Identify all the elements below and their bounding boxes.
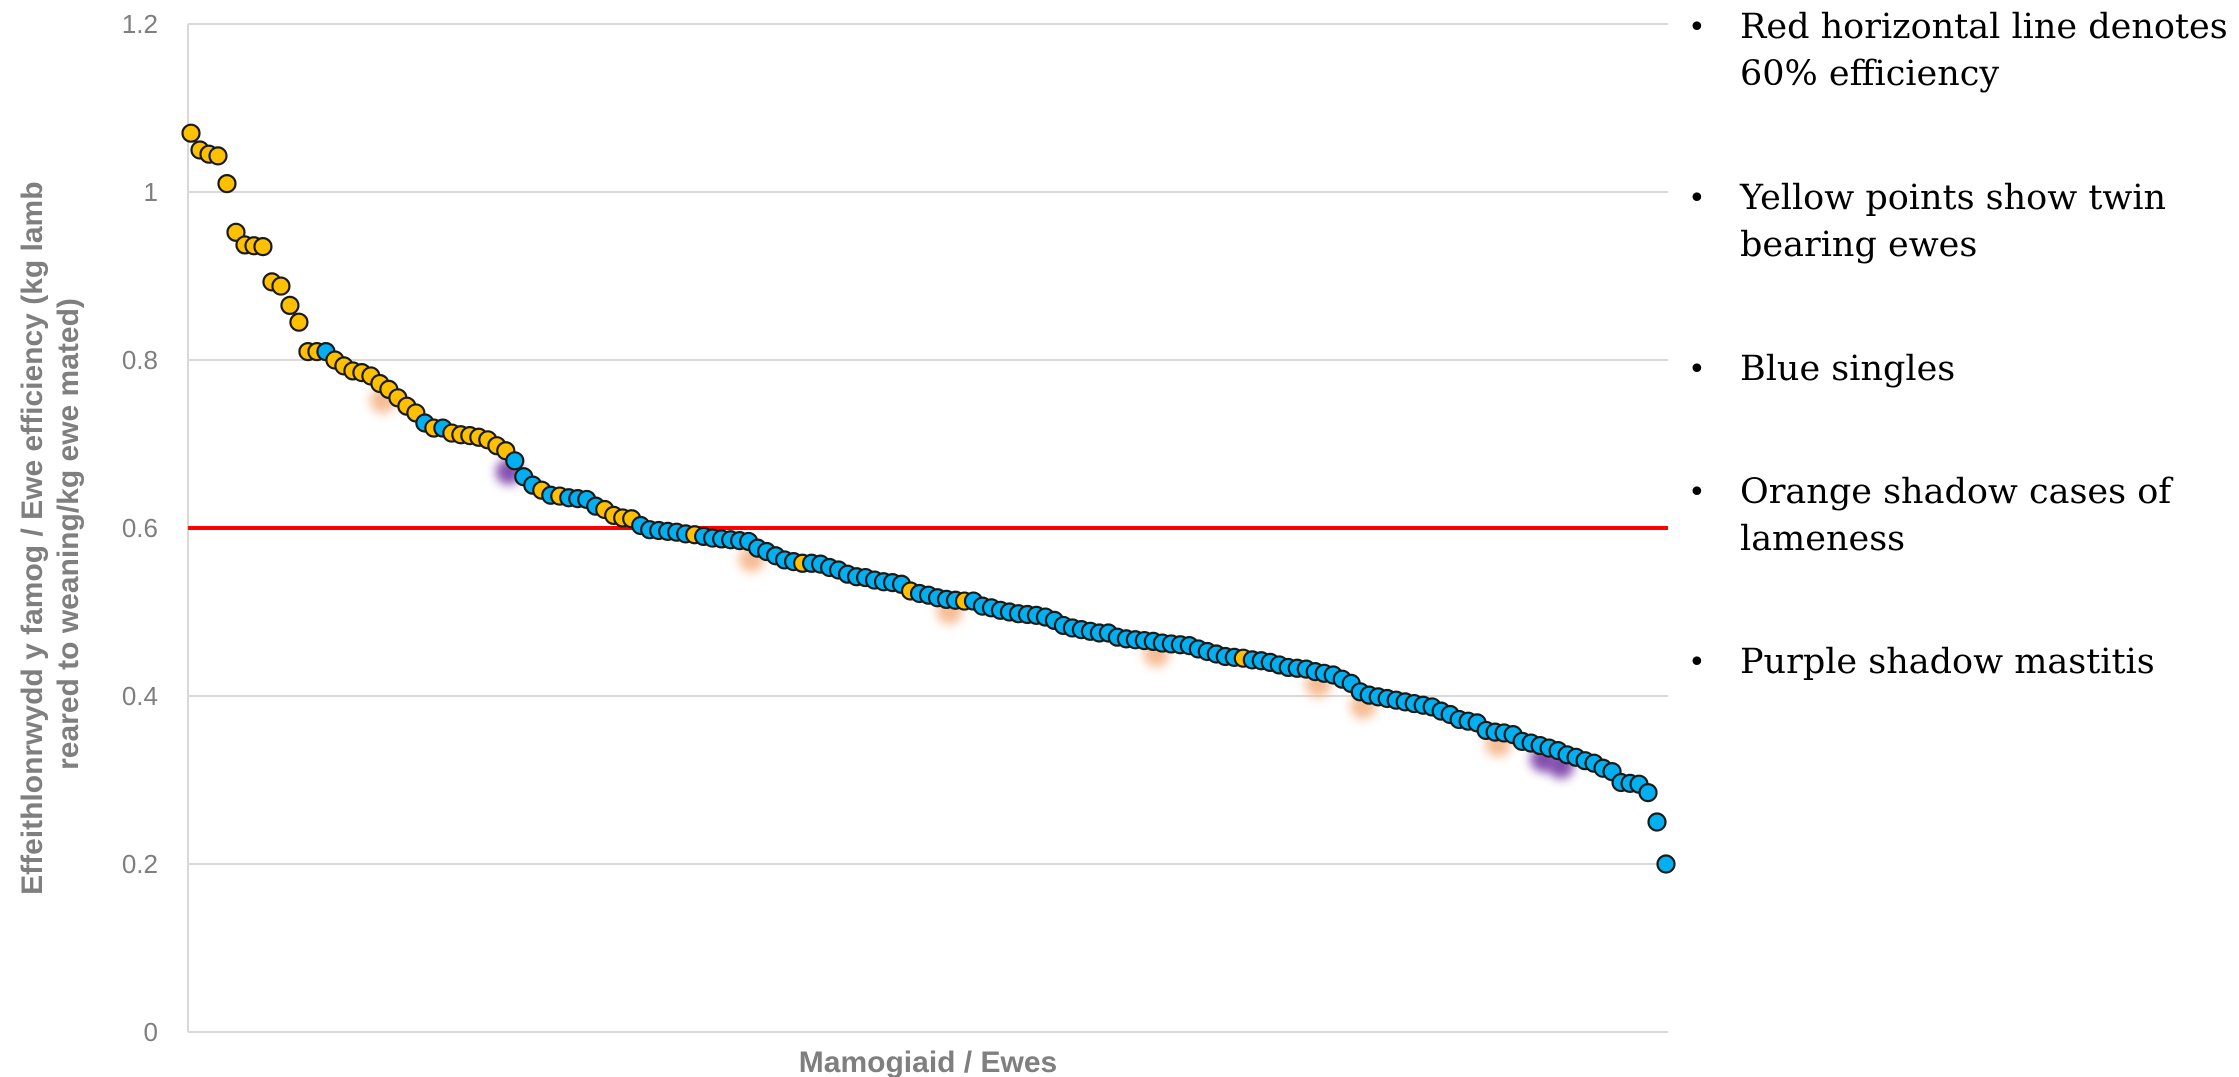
twin-ewe-point xyxy=(289,312,309,332)
y-tick-label: 0.2 xyxy=(122,849,158,879)
note-mastitis: Purple shadow mastitis xyxy=(1684,639,2230,686)
y-tick-label: 0.4 xyxy=(122,681,158,711)
single-ewe-point xyxy=(1656,854,1676,874)
single-ewe-point xyxy=(505,451,525,471)
y-tick-label: 0.8 xyxy=(122,345,158,375)
note-twin-points: Yellow points show twin bearing ewes xyxy=(1684,175,2230,269)
y-tick-labels: 0 0.2 0.4 0.6 0.8 1 1.2 xyxy=(122,9,158,1047)
x-axis-title: Mamogiaid / Ewes xyxy=(799,1046,1057,1077)
note-red-line: Red horizontal line denotes 60% efficien… xyxy=(1684,4,2230,98)
twin-ewe-point xyxy=(181,123,201,143)
twin-ewe-point xyxy=(271,276,291,296)
single-ewe-point xyxy=(1638,782,1658,803)
y-axis-title-line-2: reared to weaning/kg ewe mated) xyxy=(52,298,85,770)
twin-ewe-point xyxy=(208,146,228,166)
note-singles: Blue singles xyxy=(1684,346,2230,393)
y-tick-label: 1.2 xyxy=(122,9,158,39)
gridlines xyxy=(188,23,1668,865)
health-shadows xyxy=(369,387,1575,779)
y-tick-label: 1 xyxy=(144,177,158,207)
twin-ewe-point xyxy=(280,295,300,315)
legend-notes: Red horizontal line denotes 60% efficien… xyxy=(1684,4,2239,686)
twin-ewe-point xyxy=(226,222,246,242)
twin-ewe-point xyxy=(217,174,237,194)
note-lameness: Orange shadow cases of lameness xyxy=(1684,469,2230,563)
y-axis-title-line-1: Effeithlonrwydd y famog / Ewe efficiency… xyxy=(16,181,49,894)
data-points xyxy=(181,123,1676,874)
y-tick-label: 0 xyxy=(144,1017,158,1047)
twin-ewe-point xyxy=(253,237,273,257)
y-axis-title: Effeithlonrwydd y famog / Ewe efficiency… xyxy=(16,173,85,895)
single-ewe-point xyxy=(1647,812,1667,832)
y-tick-label: 0.6 xyxy=(122,513,158,543)
